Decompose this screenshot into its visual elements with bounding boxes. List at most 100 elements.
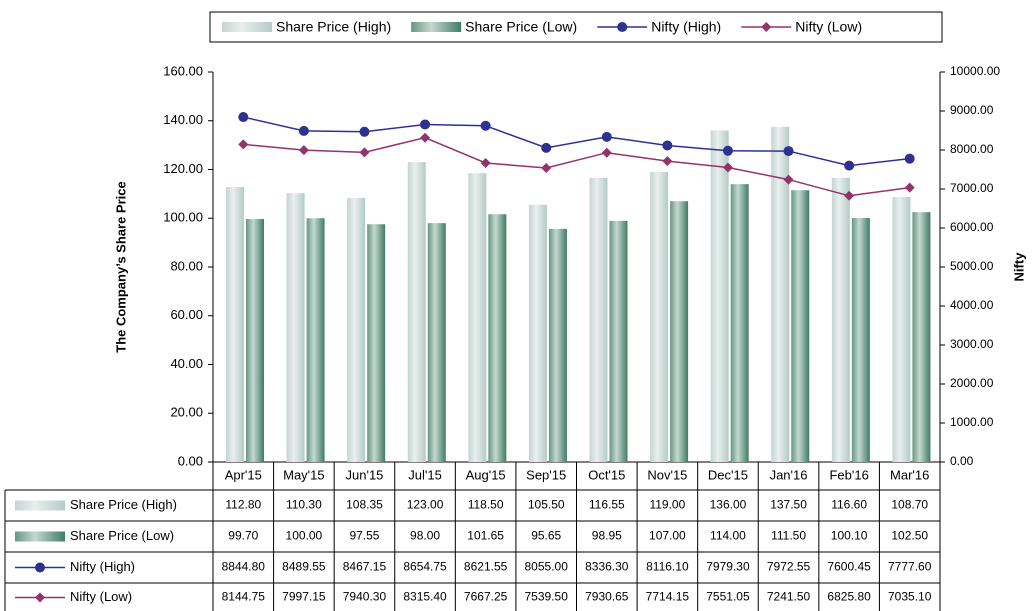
marker <box>844 190 855 201</box>
y2-tick-label: 6000.00 <box>950 220 994 234</box>
legend-swatch <box>222 22 272 32</box>
cell: 99.70 <box>228 529 258 543</box>
bar <box>246 218 264 462</box>
y-tick-label: 60.00 <box>170 307 203 322</box>
cell: 123.00 <box>407 498 444 512</box>
marker <box>601 147 612 158</box>
bar <box>548 228 567 462</box>
bar <box>670 201 689 462</box>
marker <box>420 119 431 130</box>
legend-label: Share Price (High) <box>276 19 391 35</box>
bar <box>831 177 850 462</box>
cell: 8116.10 <box>646 560 689 574</box>
marker <box>298 125 309 136</box>
cell: 7667.25 <box>464 590 508 604</box>
bar <box>528 204 547 462</box>
y2-tick-label: 9000.00 <box>950 103 994 117</box>
data-table: Apr'15 May'15 Jun'15 Jul'15 Aug'15 Sep'15 Oct'… <box>4 462 941 611</box>
bar <box>306 218 325 462</box>
x-tick-label: May'15 <box>283 467 325 482</box>
marker <box>783 174 794 185</box>
y2-tick-label: 10000.00 <box>950 64 1000 78</box>
cell: 8489.55 <box>282 560 326 574</box>
cell: 7539.50 <box>525 590 569 604</box>
legend-marker <box>35 592 45 603</box>
cell: 100.10 <box>831 529 868 543</box>
x-tick-label: Mar'16 <box>890 467 929 482</box>
x-tick-label: Jul'15 <box>408 467 442 482</box>
bar <box>468 173 487 462</box>
marker <box>904 153 915 164</box>
y-tick-label: 120.00 <box>163 161 203 176</box>
marker <box>359 147 370 158</box>
cell: 6825.80 <box>827 590 871 604</box>
bar <box>710 130 729 462</box>
bar <box>488 214 507 462</box>
cell: 116.60 <box>831 498 867 512</box>
cell: 8621.55 <box>464 560 508 574</box>
y-tick-label: 140.00 <box>163 112 203 127</box>
y2-tick-label: 3000.00 <box>950 337 994 351</box>
cell: 108.35 <box>346 498 383 512</box>
x-tick-label: Apr'15 <box>225 467 262 482</box>
cell: 98.95 <box>592 529 622 543</box>
y2-tick-label: 0.00 <box>950 454 974 468</box>
y-tick-label: 80.00 <box>170 258 203 273</box>
cell: 105.50 <box>528 498 565 512</box>
marker <box>783 146 794 157</box>
y-tick-label: 0.00 <box>178 453 203 468</box>
cell: 98.00 <box>410 529 440 543</box>
row-label: Nifty (High) <box>70 559 135 574</box>
marker <box>420 132 431 143</box>
marker <box>844 160 855 171</box>
x-tick-label: Oct'15 <box>588 467 625 482</box>
marker <box>238 112 249 123</box>
y2-axis-title: Nifty <box>1011 252 1026 282</box>
legend-marker <box>35 562 45 573</box>
legend-marker <box>761 22 772 32</box>
cell: 7600.45 <box>827 560 871 574</box>
cell: 95.65 <box>531 529 561 543</box>
cell: 8315.40 <box>403 590 447 604</box>
y2-tick-label: 2000.00 <box>950 376 994 390</box>
cell: 102.50 <box>891 529 928 543</box>
marker <box>904 182 915 193</box>
cell: 7940.30 <box>343 590 387 604</box>
cell: 7979.30 <box>706 560 750 574</box>
legend-marker <box>617 22 628 32</box>
row-label: Nifty (Low) <box>70 589 132 604</box>
cell: 136.00 <box>710 498 747 512</box>
marker <box>359 126 370 137</box>
bar <box>791 190 810 462</box>
bar <box>367 224 386 462</box>
y2-tick-label: 1000.00 <box>950 415 994 429</box>
legend-swatch <box>15 500 65 511</box>
cell: 7551.05 <box>706 590 750 604</box>
legend-label: Nifty (Low) <box>795 19 862 35</box>
cell: 8055.00 <box>525 560 569 574</box>
cell: 111.50 <box>771 529 806 543</box>
marker <box>541 142 552 153</box>
cell: 8467.15 <box>343 560 387 574</box>
row-label: Share Price (High) <box>70 497 177 512</box>
x-tick-label: Sep'15 <box>526 467 566 482</box>
bar <box>589 177 608 463</box>
legend-swatch <box>411 22 462 32</box>
marker <box>722 162 733 173</box>
row-label: Share Price (Low) <box>70 528 174 543</box>
bar <box>730 184 749 462</box>
y2-tick-label: 4000.00 <box>950 298 994 312</box>
x-tick-label: Feb'16 <box>829 467 868 482</box>
cell: 8144.75 <box>222 590 266 604</box>
bar <box>226 187 244 463</box>
marker <box>238 139 249 150</box>
x-tick-label: Nov'15 <box>647 467 687 482</box>
legend-label: Nifty (High) <box>651 19 721 35</box>
x-tick-label: Dec'15 <box>708 467 748 482</box>
cell: 7714.15 <box>646 590 690 604</box>
bar <box>912 212 931 462</box>
marker <box>662 140 673 151</box>
bar <box>609 220 628 462</box>
cell: 8844.80 <box>222 560 266 574</box>
